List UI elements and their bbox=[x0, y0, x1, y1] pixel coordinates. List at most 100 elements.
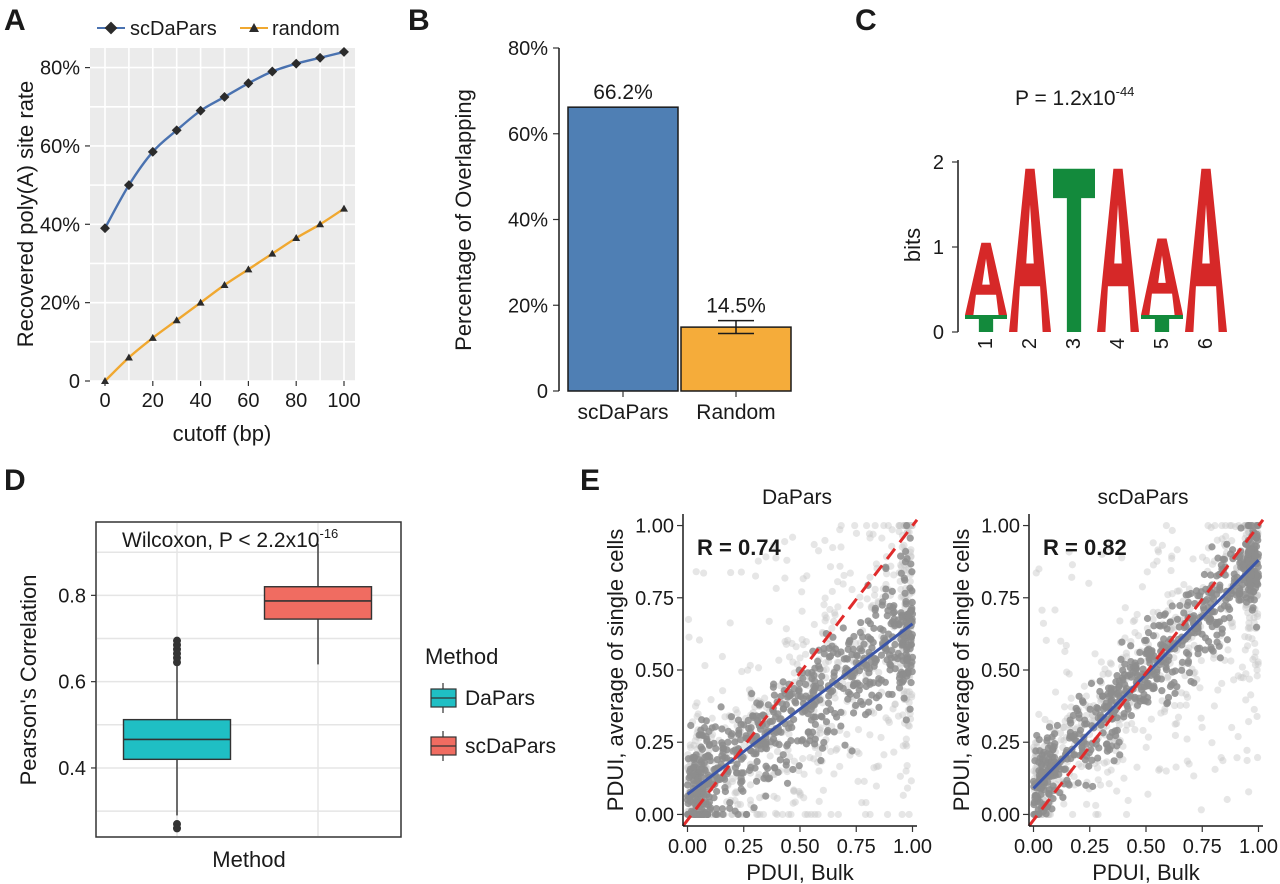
scatter-point-dark bbox=[1158, 687, 1166, 695]
scatter-point-dark bbox=[729, 747, 737, 755]
scatter-point-dark bbox=[762, 792, 770, 800]
logo-letter-a-counter bbox=[1158, 255, 1166, 283]
scatter-point-light bbox=[1157, 709, 1165, 717]
scatter-point-light bbox=[1149, 608, 1157, 616]
logo-letter-t bbox=[1141, 315, 1183, 332]
scatter-point-dark bbox=[884, 630, 893, 638]
scatter-point-light bbox=[1242, 603, 1250, 612]
scatter-point-dark bbox=[724, 727, 732, 736]
scatter-point-dark bbox=[861, 711, 870, 719]
scatter-point-light bbox=[1253, 672, 1261, 680]
scatter-point-light bbox=[1249, 655, 1257, 664]
scatter-point-light bbox=[1067, 694, 1075, 702]
scatter-point-light bbox=[895, 521, 903, 530]
scatter-point-dark bbox=[1150, 622, 1158, 630]
plot-e2-y-label: PDUI, average of single cells bbox=[949, 529, 974, 811]
scatter-point-light bbox=[1245, 619, 1253, 627]
scatter-point-dark bbox=[1066, 716, 1074, 724]
scatter-point-light bbox=[1128, 719, 1136, 728]
scatter-point-dark bbox=[1247, 570, 1255, 579]
scatter-point-dark bbox=[844, 645, 852, 654]
scatter-point-light bbox=[1060, 723, 1068, 731]
scatter-point-dark bbox=[1162, 659, 1170, 667]
scatter-point-dark bbox=[742, 810, 750, 819]
x-tick-label: 0.00 bbox=[668, 836, 707, 858]
scatter-point-dark bbox=[795, 679, 804, 688]
scatter-point-light bbox=[789, 658, 797, 666]
scatter-point-dark bbox=[1113, 672, 1121, 680]
scatter-point-dark bbox=[1194, 650, 1202, 658]
scatter-point-dark bbox=[1235, 596, 1243, 604]
scatter-point-dark bbox=[1168, 668, 1177, 676]
scatter-point-dark bbox=[787, 737, 795, 745]
scatter-point-light bbox=[833, 745, 841, 753]
scatter-point-light bbox=[884, 716, 892, 724]
scatter-point-dark bbox=[849, 709, 858, 717]
scatter-point-light bbox=[1221, 521, 1230, 530]
scatter-point-light bbox=[869, 530, 877, 538]
scatter-point-light bbox=[781, 574, 789, 582]
scatter-point-light bbox=[873, 763, 881, 771]
scatter-point-light bbox=[1096, 781, 1105, 789]
box-scdapars bbox=[263, 586, 373, 620]
scatter-point-dark bbox=[1087, 679, 1096, 688]
plot-e2-x-label: PDUI, Bulk bbox=[1092, 860, 1201, 884]
scatter-point-light bbox=[1163, 674, 1172, 682]
data-label-random: 14.5% bbox=[706, 295, 766, 318]
scatter-point-light bbox=[854, 725, 863, 734]
scatter-point-light bbox=[1245, 614, 1254, 622]
scatter-point-dark bbox=[902, 521, 911, 530]
scatter-point-light bbox=[871, 521, 879, 530]
scatter-point-dark bbox=[908, 668, 916, 676]
scatter-point-light bbox=[1243, 642, 1252, 650]
x-tick-label: 4 bbox=[1107, 338, 1129, 349]
legend-d-dapars-label: DaPars bbox=[465, 687, 535, 710]
scatter-point-dark bbox=[701, 810, 709, 819]
scatter-point-light bbox=[1171, 720, 1179, 728]
x-tick-label: 0.75 bbox=[1183, 836, 1222, 858]
scatter-point-light bbox=[907, 777, 915, 785]
scatter-point-light bbox=[906, 577, 914, 586]
scatter-point-dark bbox=[790, 684, 798, 693]
scatter-point-light bbox=[718, 652, 726, 661]
data-point-scdapars bbox=[195, 105, 206, 116]
scatter-point-light bbox=[858, 798, 866, 807]
scatter-point-light bbox=[1103, 768, 1112, 776]
scatter-point-dark bbox=[716, 775, 724, 784]
scatter-point-light bbox=[883, 570, 891, 578]
scatter-point-dark bbox=[801, 680, 810, 689]
scatter-point-dark bbox=[1121, 680, 1129, 689]
outlier-point bbox=[173, 824, 181, 833]
x-tick-label: 0.25 bbox=[1070, 836, 1109, 858]
scatter-point-light bbox=[1149, 615, 1157, 623]
scatter-point-light bbox=[804, 810, 812, 819]
scatter-point-light bbox=[821, 536, 829, 545]
scatter-point-light bbox=[821, 594, 829, 602]
panel-e: E DaPars 0.000.250.500.751.00 0.00 0.25 0.… bbox=[580, 464, 1278, 884]
scatter-point-light bbox=[1139, 726, 1147, 735]
scatter-point-light bbox=[1094, 810, 1102, 819]
scatter-point-light bbox=[728, 777, 737, 786]
scatter-point-dark bbox=[1223, 636, 1231, 644]
x-tick-label: 1.00 bbox=[893, 836, 932, 858]
scatter-point-light bbox=[1207, 523, 1215, 532]
scatter-point-light bbox=[1182, 690, 1190, 698]
panel-c: C P = 1.2x10-44 0 1 2 1 2 3 4 5 6 bits bbox=[855, 4, 1227, 349]
scatter-point-light bbox=[1222, 532, 1230, 540]
scatter-point-light bbox=[855, 749, 863, 758]
data-point-random bbox=[196, 298, 205, 306]
scatter-point-light bbox=[800, 794, 808, 802]
scatter-point-light bbox=[894, 712, 903, 720]
scatter-point-light bbox=[811, 810, 819, 819]
scatter-point-light bbox=[1242, 670, 1250, 678]
scatter-point-light bbox=[1254, 610, 1262, 618]
scatter-point-light bbox=[878, 534, 886, 542]
scatter-point-light bbox=[861, 810, 870, 819]
scatter-point-light bbox=[1172, 719, 1181, 728]
scatter-point-light bbox=[1144, 733, 1153, 741]
scatter-point-light bbox=[1162, 521, 1170, 530]
scatter-point-dark bbox=[753, 757, 761, 766]
scatter-point-dark bbox=[1190, 679, 1198, 687]
scatter-point-dark bbox=[849, 645, 857, 653]
scatter-point-light bbox=[1251, 653, 1259, 661]
